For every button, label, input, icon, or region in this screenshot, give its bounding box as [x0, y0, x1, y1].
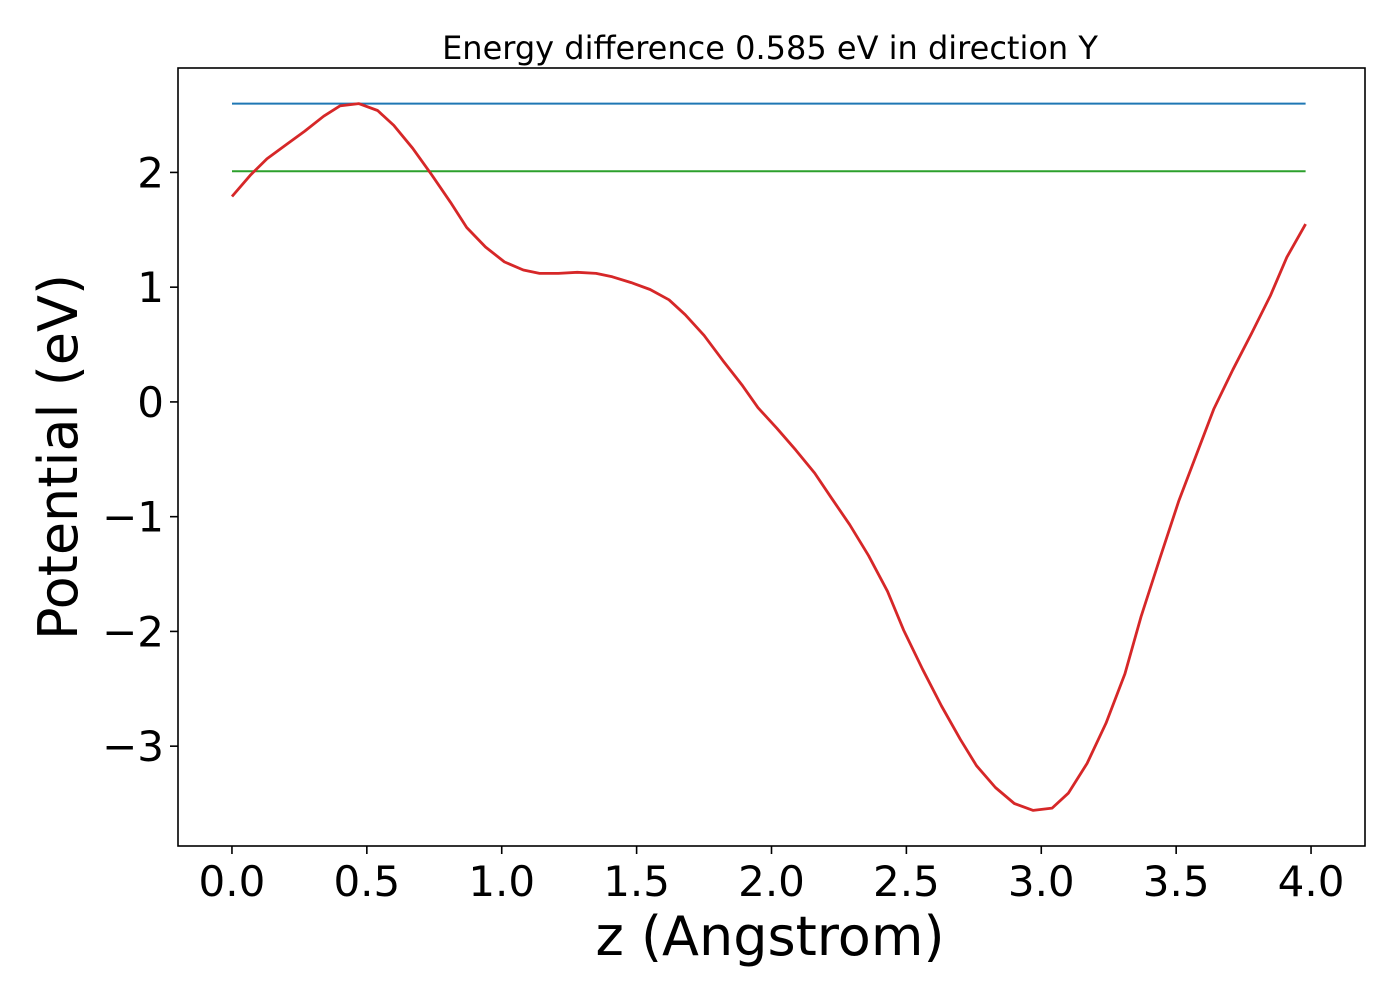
x-tick-label: 1.5	[603, 857, 670, 906]
plot-area	[230, 102, 1307, 812]
y-tick-label: 2	[137, 148, 164, 197]
y-tick-label: −2	[102, 607, 164, 656]
y-tick-label: 0	[137, 378, 164, 427]
y-tick-label: 1	[137, 263, 164, 312]
y-tick-label: −3	[102, 722, 164, 771]
chart-title: Energy difference 0.585 eV in direction …	[442, 29, 1098, 67]
y-axis: −3 −2 −1 0 1 2	[102, 148, 178, 771]
x-tick-label: 2.0	[738, 857, 805, 906]
x-tick-label: 3.0	[1008, 857, 1075, 906]
x-tick-label: 0.0	[199, 857, 266, 906]
x-tick-label: 3.5	[1143, 857, 1210, 906]
y-axis-label: Potential (eV)	[27, 274, 90, 640]
y-tick-label: −1	[102, 493, 164, 542]
series-line-3	[230, 102, 1307, 812]
x-tick-label: 0.5	[333, 857, 400, 906]
x-tick-label: 1.0	[468, 857, 535, 906]
x-axis-label: z (Angstrom)	[595, 905, 944, 968]
x-axis: 0.0 0.5 1.0 1.5 2.0 2.5 3.0 3.5 4.0	[199, 846, 1345, 906]
x-tick-label: 2.5	[873, 857, 940, 906]
x-tick-label: 4.0	[1278, 857, 1345, 906]
axes-frame	[177, 67, 1366, 847]
